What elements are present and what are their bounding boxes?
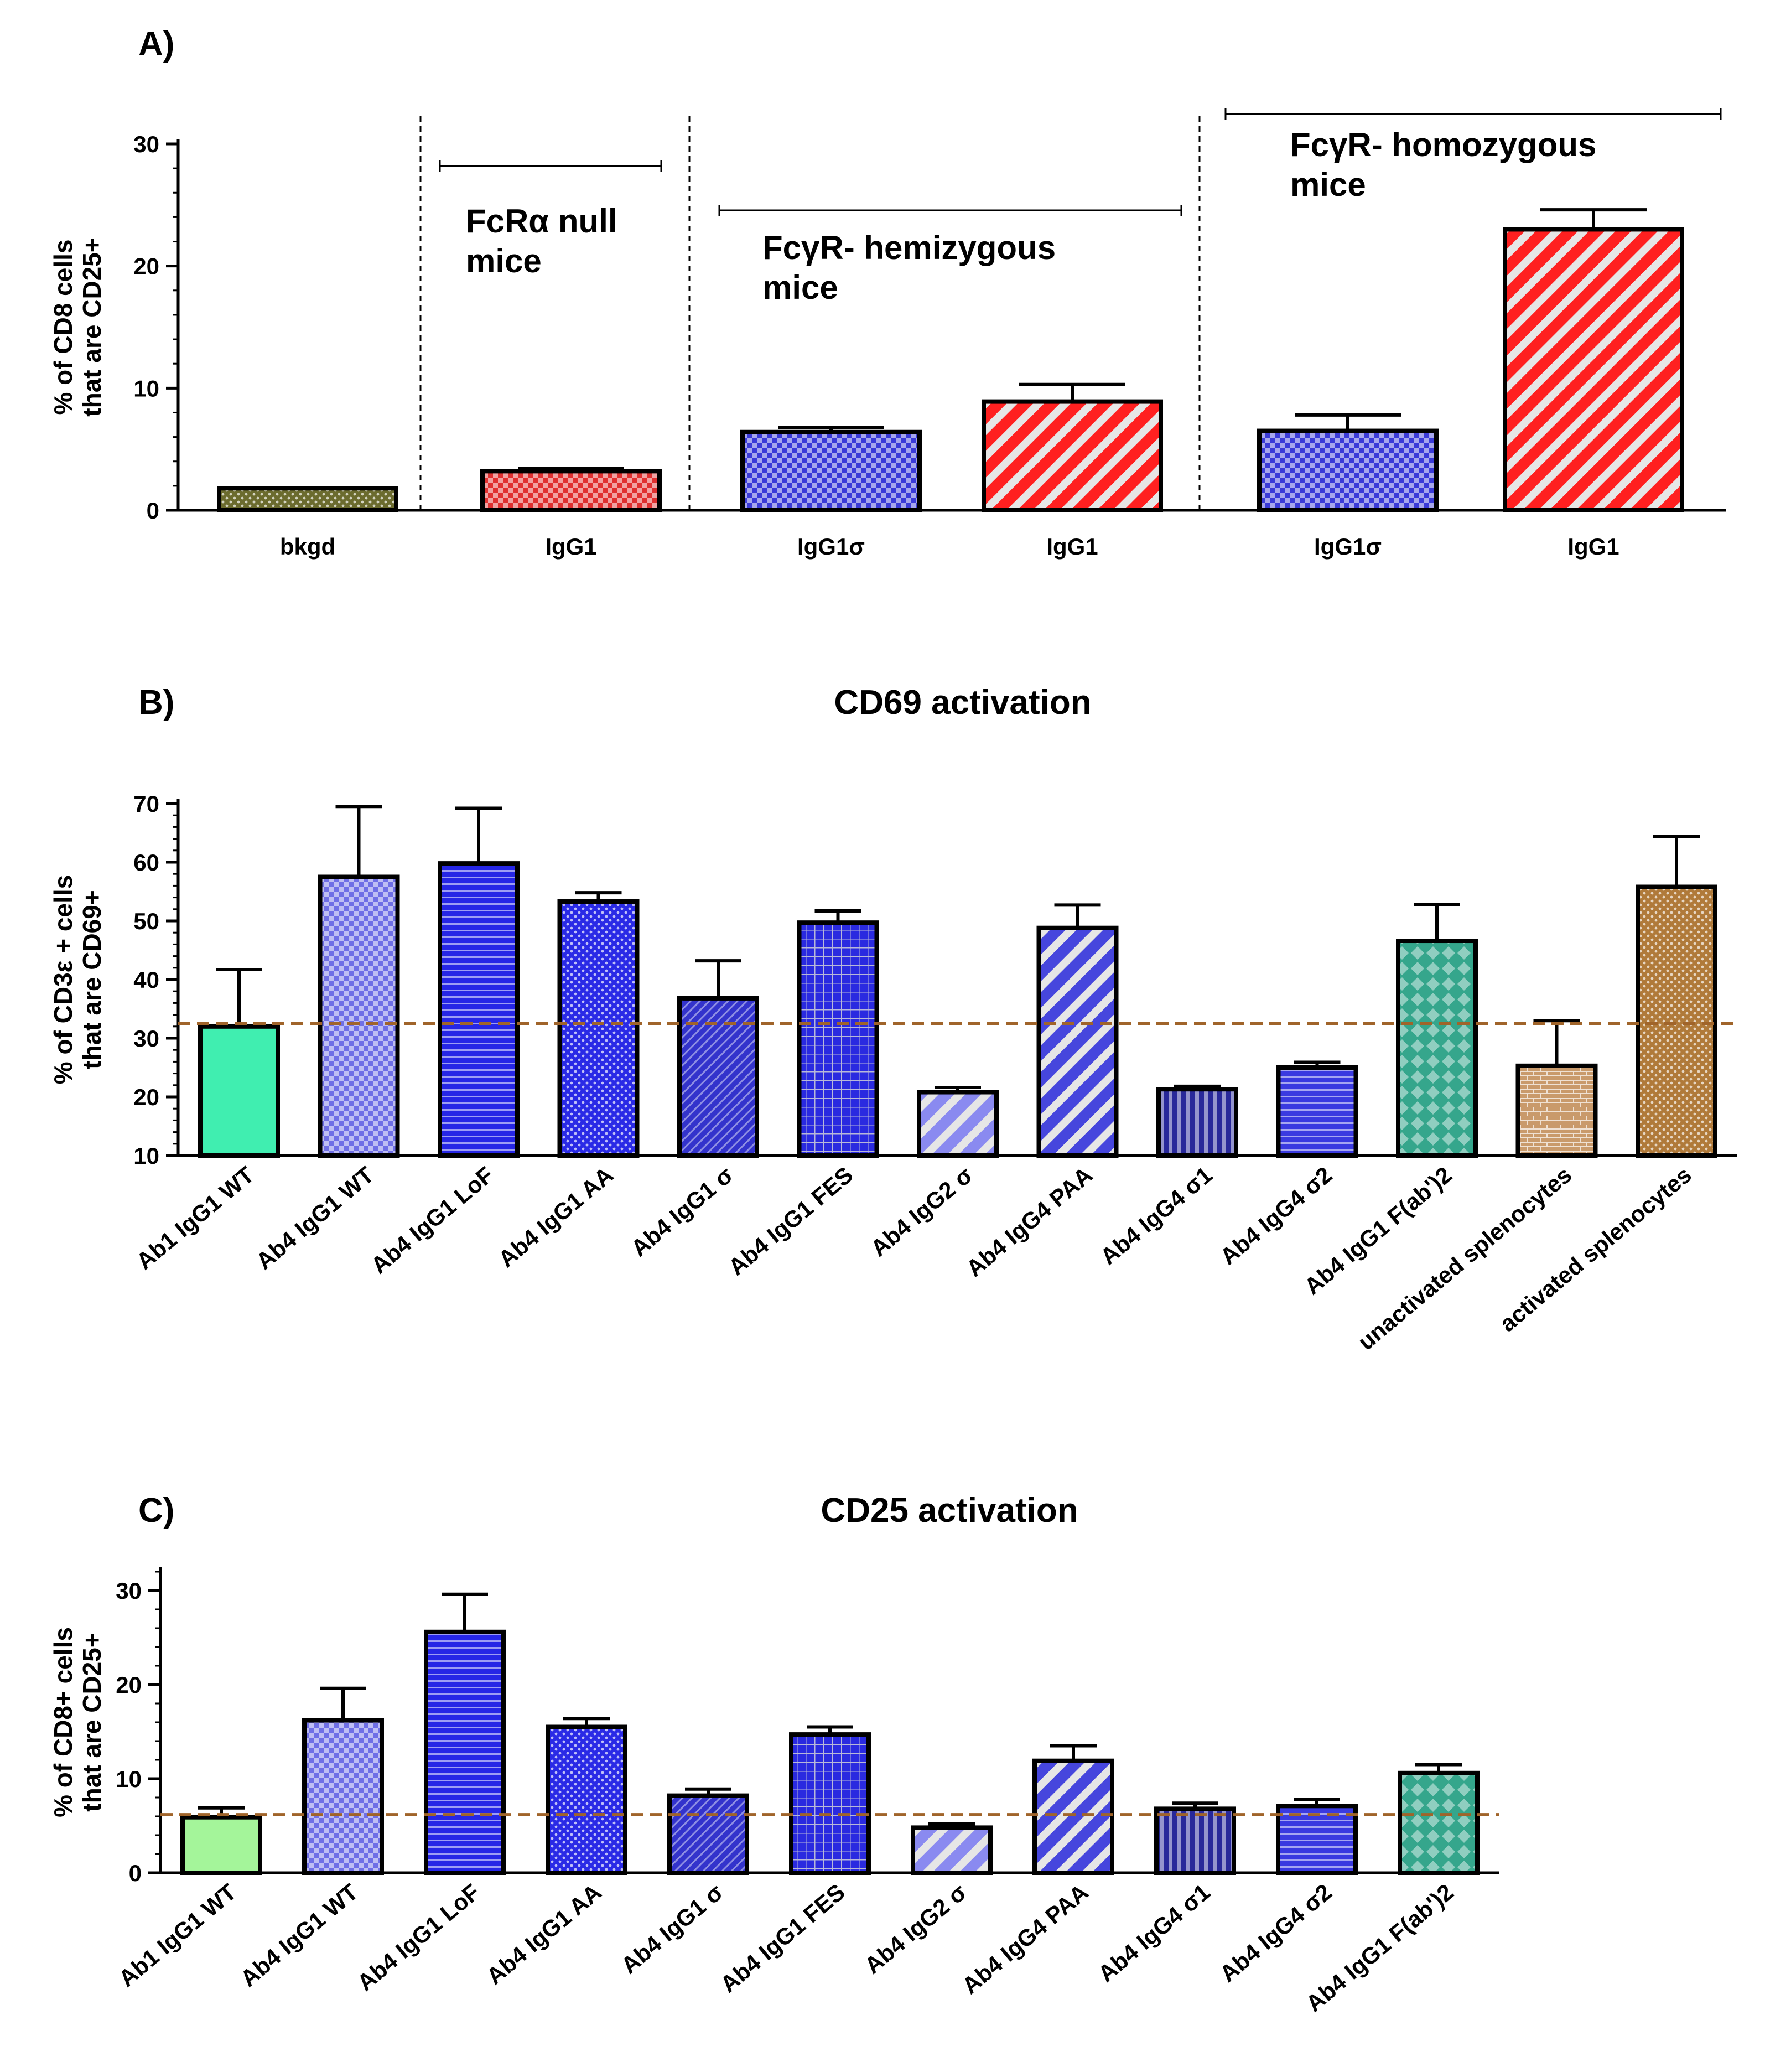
y-tick-label: 10 <box>133 1143 159 1169</box>
bar-pattern <box>442 866 515 1153</box>
x-tick-label: bkgd <box>280 533 335 560</box>
bar-pattern <box>745 434 917 508</box>
bar-pattern <box>1037 1763 1110 1871</box>
x-tick-label: Ab4 IgG1 FES <box>715 1879 850 1998</box>
bar-pattern <box>1520 1068 1593 1153</box>
x-tick-label: Ab1 IgG1 WT <box>113 1879 241 1992</box>
panel-c: C) CD25 activation % of CD8+ cells that are… <box>49 1491 1499 2017</box>
bar-pattern <box>793 1737 866 1871</box>
group-label: mice <box>1290 166 1366 203</box>
x-tick-label: Ab4 IgG1 σ <box>616 1879 728 1978</box>
bar-pattern <box>1640 889 1713 1153</box>
y-tick-label: 20 <box>133 1084 159 1110</box>
x-tick-label: Ab4 IgG4 σ2 <box>1215 1162 1337 1270</box>
bar-pattern <box>322 879 396 1153</box>
group-label: FcRα null <box>466 203 617 240</box>
x-tick-label: Ab4 IgG2 σ <box>865 1162 977 1261</box>
x-tick-label: Ab4 IgG1 AA <box>481 1879 606 1990</box>
bar-pattern <box>562 904 635 1153</box>
bar-pattern <box>1402 1775 1475 1871</box>
panel-label: B) <box>138 683 174 722</box>
y-tick-label: 60 <box>133 849 159 876</box>
x-tick-label: activated splenocytes <box>1494 1162 1696 1337</box>
x-tick-label: Ab4 IgG4 PAA <box>957 1879 1093 1999</box>
bar-pattern <box>307 1722 380 1871</box>
bar <box>180 1815 262 1875</box>
chart-title: CD69 activation <box>834 683 1091 722</box>
x-tick-label: Ab4 IgG1 LoF <box>366 1162 498 1278</box>
y-tick-label: 40 <box>133 967 159 993</box>
y-tick-label: 30 <box>116 1578 142 1604</box>
bar-pattern <box>221 490 394 508</box>
y-axis-label: that are CD25+ <box>77 1633 106 1811</box>
y-tick-label: 50 <box>133 908 159 934</box>
y-tick-label: 20 <box>116 1672 142 1698</box>
y-tick-label: 20 <box>133 253 159 279</box>
x-tick-label: Ab4 IgG1 FES <box>723 1162 858 1281</box>
y-tick-label: 70 <box>133 791 159 817</box>
chart-title: CD25 activation <box>821 1491 1078 1530</box>
bar-pattern <box>1507 231 1680 508</box>
x-tick-label: Ab4 IgG1 WT <box>235 1879 363 1992</box>
y-tick-label: 0 <box>147 498 159 524</box>
y-tick-label: 10 <box>133 375 159 401</box>
y-axis-label: that are CD25+ <box>77 237 106 416</box>
group-label: FcγR- homozygous <box>1290 126 1596 163</box>
bar-pattern <box>921 1094 994 1153</box>
x-tick-label: Ab4 IgG4 σ2 <box>1214 1879 1336 1987</box>
bar-pattern <box>986 403 1159 508</box>
y-tick-label: 30 <box>133 1025 159 1051</box>
x-tick-label: IgG1σ <box>797 533 865 560</box>
x-tick-label: Ab4 IgG4 PAA <box>961 1162 1097 1282</box>
x-tick-label: Ab4 IgG1 AA <box>494 1162 619 1272</box>
bar-pattern <box>682 1000 755 1153</box>
x-tick-label: unactivated splenocytes <box>1353 1162 1576 1355</box>
bar-pattern <box>428 1634 501 1871</box>
bar-pattern <box>1400 943 1473 1153</box>
bar-pattern <box>915 1830 988 1871</box>
y-tick-label: 30 <box>133 131 159 157</box>
bar-pattern <box>1161 1091 1234 1153</box>
x-tick-label: IgG1 <box>1046 533 1098 560</box>
x-tick-label: Ab4 IgG1 WT <box>251 1162 379 1275</box>
panel-label: A) <box>138 25 174 63</box>
bar-pattern <box>672 1798 745 1871</box>
x-tick-label: Ab4 IgG1 σ <box>626 1162 738 1261</box>
x-tick-label: IgG1σ <box>1314 533 1382 560</box>
x-tick-label: Ab1 IgG1 WT <box>131 1162 259 1275</box>
y-axis-label: % of CD3ε + cells <box>49 875 77 1084</box>
bar-pattern <box>550 1729 623 1871</box>
y-axis-label: that are CD69+ <box>77 890 106 1069</box>
panel-a: A) % of CD8 cells that are CD25+ 0 10 20 30 bkg… <box>49 25 1726 560</box>
x-tick-label: IgG1 <box>1567 533 1619 560</box>
bar <box>198 1024 280 1158</box>
bar-pattern <box>485 473 657 508</box>
bar-pattern <box>801 925 875 1153</box>
bar-pattern <box>1280 1808 1353 1871</box>
panel-label: C) <box>138 1491 174 1530</box>
y-axis-label: % of CD8 cells <box>49 240 77 415</box>
bar-pattern <box>1041 930 1114 1153</box>
bar-pattern <box>1159 1811 1232 1871</box>
bar-pattern <box>1280 1070 1354 1153</box>
y-tick-label: 10 <box>116 1766 142 1792</box>
group-label: mice <box>466 242 542 279</box>
y-axis-label: % of CD8+ cells <box>49 1627 77 1817</box>
panel-b: B) CD69 activation % of CD3ε + cells that a… <box>49 683 1737 1355</box>
group-label: FcγR- hemizygous <box>762 229 1056 266</box>
group-label: mice <box>762 269 838 306</box>
x-tick-label: IgG1 <box>545 533 596 560</box>
x-tick-label: Ab4 IgG4 σ1 <box>1095 1162 1217 1270</box>
bar-pattern <box>1262 433 1434 508</box>
y-tick-label: 0 <box>129 1860 142 1886</box>
x-tick-label: Ab4 IgG2 σ <box>859 1879 971 1978</box>
x-tick-label: Ab4 IgG4 σ1 <box>1093 1879 1214 1987</box>
x-tick-label: Ab4 IgG1 LoF <box>352 1879 484 1996</box>
